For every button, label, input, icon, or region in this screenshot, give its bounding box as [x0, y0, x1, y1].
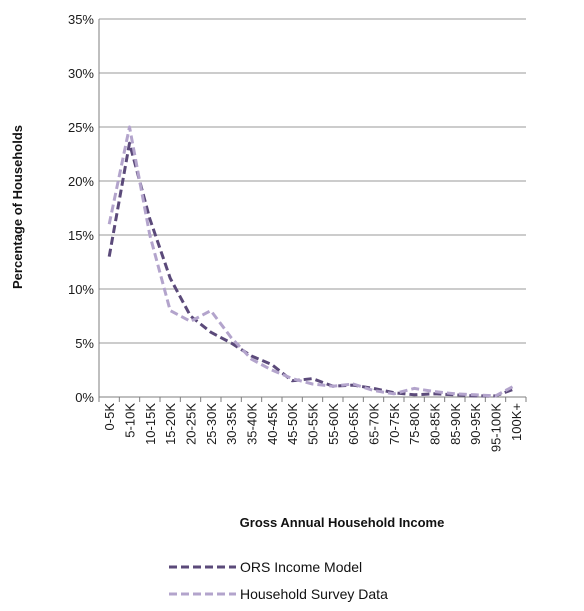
x-tick-label: 55-60K [326, 403, 341, 445]
y-axis-ticks: 0% 5% 10% 15% 20% 25% 30% 35% [68, 12, 94, 405]
x-tick-label: 100K+ [509, 403, 524, 441]
x-axis-ticks: 0-5K 5-10K 10-15K 15-20K 20-25K 25-30K 30-35K 3… [102, 403, 524, 452]
y-tick-label: 0% [75, 390, 94, 405]
x-tick-label: 65-70K [367, 403, 382, 445]
y-tick-label: 20% [68, 174, 94, 189]
x-tick-label: 35-40K [245, 403, 260, 445]
x-tick-label: 75-80K [407, 403, 422, 445]
x-axis [98, 19, 527, 402]
y-tick-label: 10% [68, 282, 94, 297]
x-tick-label: 10-15K [143, 403, 158, 445]
x-tick-label: 95-100K [489, 403, 504, 452]
legend: ORS Income Model Household Survey Data [169, 559, 388, 602]
x-tick-label: 40-45K [265, 403, 280, 445]
x-tick-label: 25-30K [204, 403, 219, 445]
x-tick-label: 80-85K [428, 403, 443, 445]
legend-label: ORS Income Model [240, 559, 362, 575]
x-axis-title: Gross Annual Household Income [240, 515, 445, 530]
y-tick-label: 15% [68, 228, 94, 243]
x-tick-label: 0-5K [102, 403, 117, 431]
y-tick-label: 5% [75, 336, 94, 351]
x-tick-label: 15-20K [163, 403, 178, 445]
x-tick-label: 70-75K [387, 403, 402, 445]
gridlines [99, 18, 526, 398]
x-tick-label: 60-65K [346, 403, 361, 445]
y-tick-label: 25% [68, 120, 94, 135]
x-tick-label: 20-25K [184, 403, 199, 445]
x-tick-label: 50-55K [306, 403, 321, 445]
x-tick-label: 5-10K [123, 403, 138, 438]
y-axis-title: Percentage of Households [10, 125, 25, 289]
x-tick-label: 85-90K [448, 403, 463, 445]
y-tick-label: 35% [68, 12, 94, 27]
x-tick-label: 90-95K [468, 403, 483, 445]
x-tick-label: 45-50K [285, 403, 300, 445]
legend-label: Household Survey Data [240, 586, 388, 602]
x-tick-label: 30-35K [224, 403, 239, 445]
series-line-1 [107, 125, 517, 398]
y-tick-label: 30% [68, 66, 94, 81]
series-lines [107, 125, 517, 398]
